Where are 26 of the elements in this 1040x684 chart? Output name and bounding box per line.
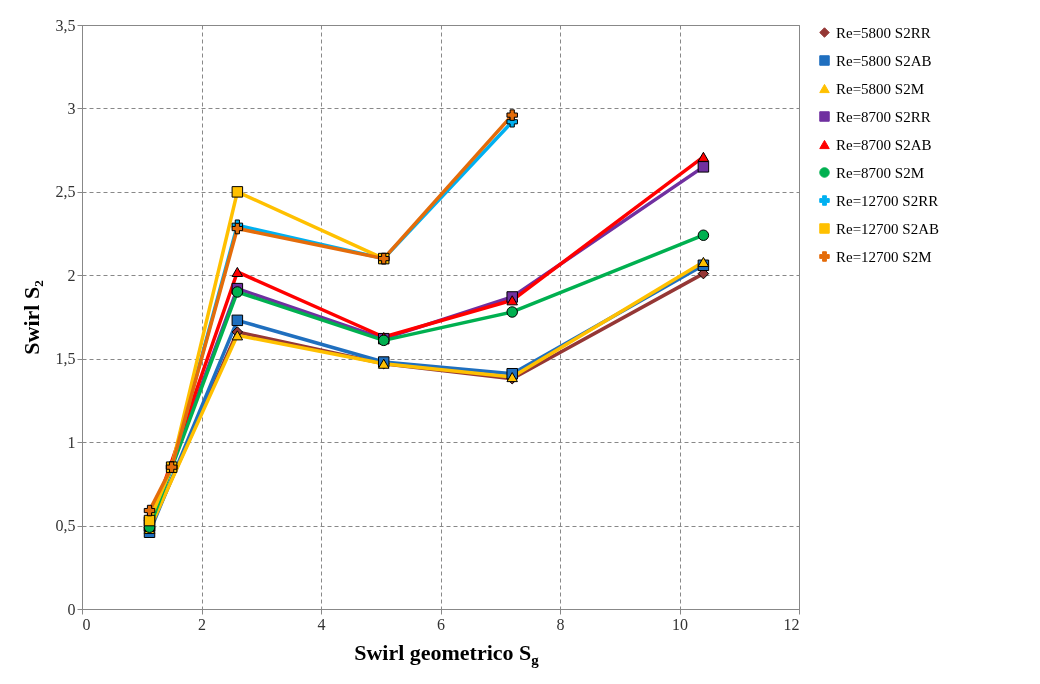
y-tick-label: 3,5 (55, 16, 76, 34)
legend-label: Re=5800 S2RR (836, 24, 931, 41)
y-tick-label: 3 (67, 99, 76, 117)
legend-label: Re=8700 S2M (836, 164, 925, 181)
legend-label: Re=12700 S2RR (836, 192, 939, 209)
x-tick-label: 10 (672, 615, 688, 633)
x-tick-label: 12 (783, 615, 800, 633)
legend-label: Re=8700 S2RR (836, 108, 931, 125)
x-axis-title: Swirl geometrico S$_{g}$ (353, 640, 540, 670)
x-tick-label: 0 (82, 615, 91, 633)
y-tick-label: 0 (67, 600, 76, 618)
legend-label: Re=5800 S2M (836, 80, 925, 97)
legend-label: Re=5800 S2AB (836, 52, 932, 69)
x-tick-label: 8 (556, 615, 565, 633)
legend-label: Re=12700 S2M (836, 248, 932, 265)
y-tick-label: 0,5 (55, 517, 76, 535)
y-tick-label: 2 (67, 266, 76, 284)
x-tick-label: 6 (437, 615, 445, 633)
legend-label: Re=12700 S2AB (836, 220, 940, 237)
legend-label: Re=8700 S2AB (836, 136, 932, 153)
y-tick-label: 1 (67, 433, 76, 451)
x-tick-label: 2 (198, 615, 206, 633)
y-tick-label: 2,5 (55, 183, 76, 201)
y-tick-label: 1,5 (55, 350, 76, 368)
y-axis-title: Swirl S₂ (18, 279, 44, 355)
x-tick-label: 4 (317, 615, 326, 633)
